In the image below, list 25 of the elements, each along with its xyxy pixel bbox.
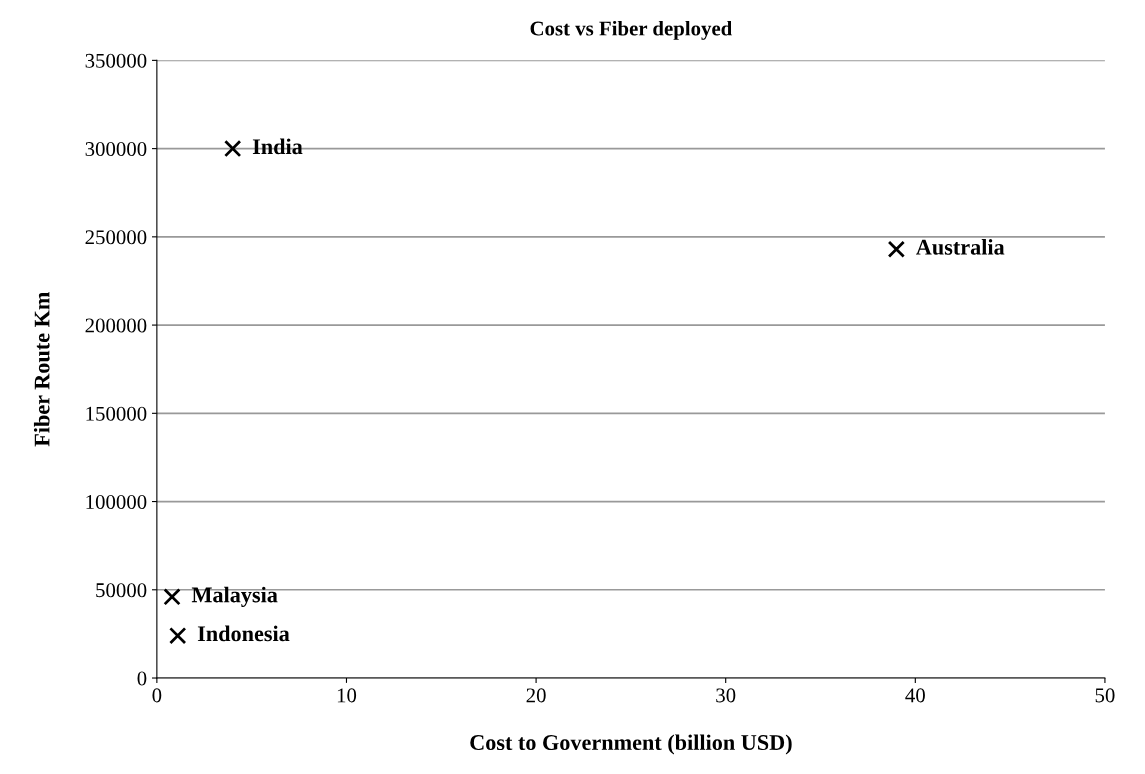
x-tick-label: 40 [905, 688, 925, 703]
x-tick-label: 50 [1095, 688, 1115, 703]
y-axis-title: Fiber Route Km [33, 292, 50, 447]
y-tick-label: 300000 [85, 141, 147, 157]
annotation: Australia [916, 239, 1005, 255]
point [887, 240, 906, 258]
y-tick-label: 350000 [85, 53, 147, 68]
y-tick-label: 0 [137, 671, 147, 686]
x-tick-label: 0 [152, 688, 162, 703]
point [163, 588, 181, 606]
annotation: India [252, 138, 303, 155]
y-tick-label: 200000 [85, 318, 147, 333]
x-tick-label: 10 [337, 688, 357, 703]
y-tick-label: 100000 [86, 494, 147, 509]
annotation: Malaysia [191, 586, 278, 607]
y-tick-label: 50000 [96, 583, 147, 598]
x-tick-label: 30 [716, 688, 736, 703]
x-axis-title: Cost to Government (billion USD) [470, 734, 792, 755]
x-tick-label: 20 [526, 688, 546, 703]
y-tick-label: 150000 [86, 406, 147, 421]
point [169, 627, 187, 645]
point [224, 139, 242, 158]
chart-title: Cost vs Fiber deployed [530, 20, 733, 40]
y-tick-label: 250000 [85, 230, 147, 245]
annotation: Indonesia [197, 625, 290, 642]
